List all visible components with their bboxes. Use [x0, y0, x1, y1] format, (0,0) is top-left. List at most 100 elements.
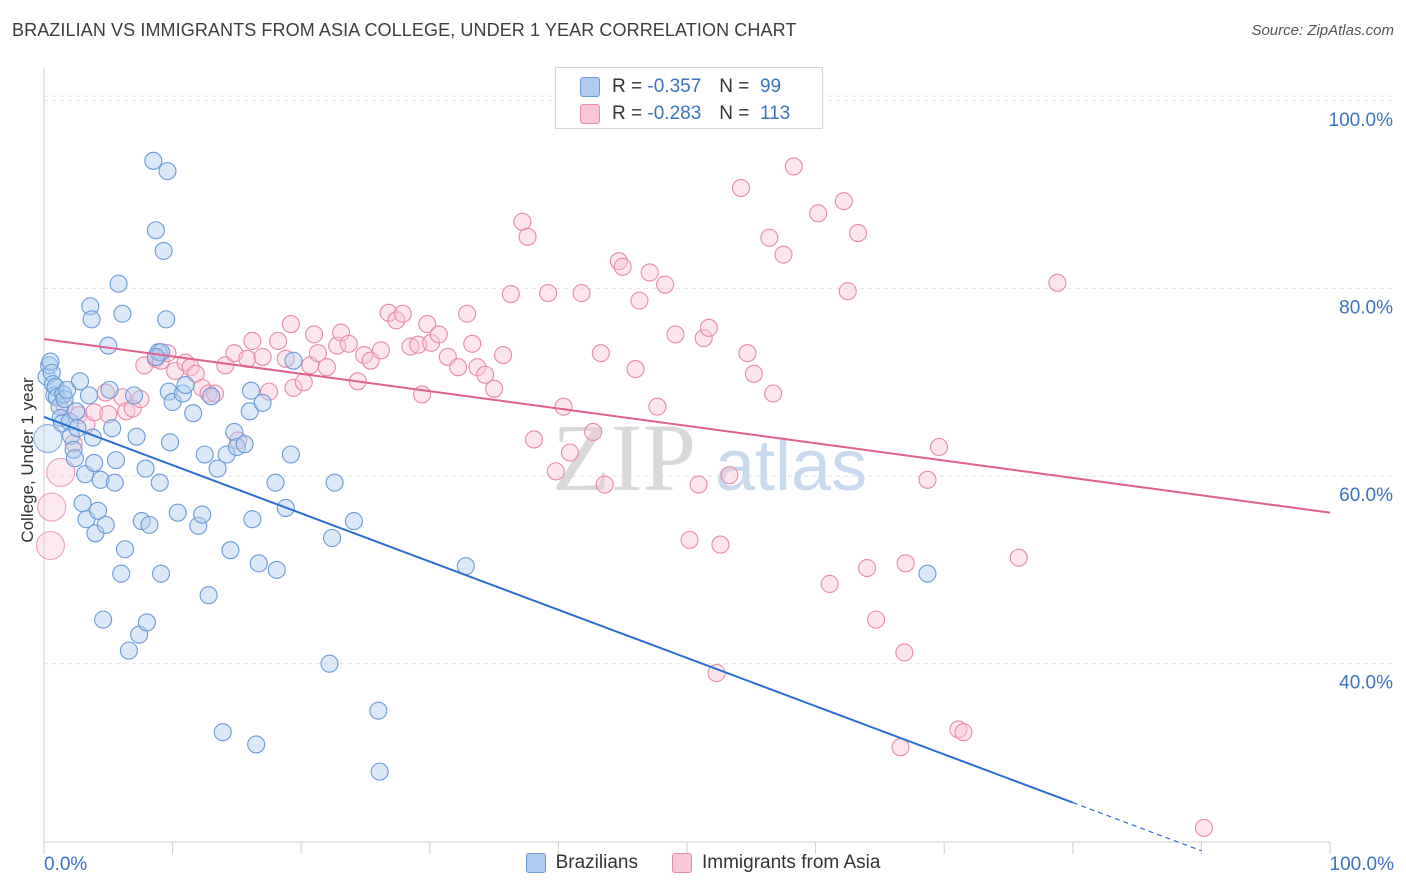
brazilians-point: [323, 528, 342, 548]
immigrants-point: [560, 443, 580, 462]
brazilians-point: [68, 419, 87, 438]
immigrants-point: [689, 475, 708, 494]
chart-title: BRAZILIAN VS IMMIGRANTS FROM ASIA COLLEG…: [12, 20, 797, 40]
immigrants-point: [539, 284, 558, 303]
tick-labels: 0.0% 100.0% 40.0% 60.0% 80.0% 100.0%: [44, 110, 1394, 875]
correlation-legend-row-brazilians: R = -0.357 N = 99: [580, 76, 781, 98]
immigrants-point: [731, 178, 751, 198]
brazilians-point: [94, 610, 113, 629]
immigrants-point: [954, 723, 973, 742]
brazilians-point: [344, 512, 363, 531]
correlation-legend-row-immigrants: R = -0.283 N = 113: [580, 103, 790, 125]
immigrants-point: [85, 403, 104, 422]
immigrants-point: [518, 227, 537, 246]
immigrants-point: [656, 275, 675, 294]
immigrants-point: [64, 434, 83, 453]
immigrants-point-large: [46, 457, 76, 487]
brazilians-point: [157, 310, 176, 329]
brazilians-point-large: [33, 423, 63, 454]
immigrants-point: [401, 337, 420, 356]
immigrants-point: [784, 157, 803, 176]
immigrants-point: [760, 228, 779, 247]
brazilians-point: [96, 515, 115, 534]
immigrants-point: [630, 291, 649, 310]
brazilians-point: [184, 404, 203, 423]
brazilians-swatch: [580, 77, 600, 97]
brazilians-point: [119, 641, 138, 660]
immigrants-legend-swatch: [671, 853, 692, 873]
immigrants-point: [711, 535, 730, 554]
immigrants-point: [305, 325, 324, 344]
immigrants-point: [744, 364, 763, 383]
immigrants-point: [595, 475, 614, 494]
immigrants-point: [809, 204, 828, 223]
brazilians-point: [193, 505, 212, 524]
immigrants-point: [626, 360, 645, 379]
n-label: N =: [719, 76, 750, 97]
brazilians-point: [146, 347, 165, 366]
brazilians-point: [195, 445, 214, 464]
immigrants-point: [554, 397, 573, 416]
legend-item-immigrants-from-asia[interactable]: Immigrants from Asia: [671, 852, 880, 874]
series-legend: Brazilians Immigrants from Asia: [0, 852, 1406, 874]
brazilians-point: [109, 274, 128, 293]
immigrants-point: [918, 470, 937, 489]
immigrants-point: [820, 574, 839, 594]
immigrants-point: [930, 437, 949, 457]
brazilians-point: [243, 510, 262, 529]
brazilians-point: [217, 445, 236, 464]
brazilians-point: [113, 304, 132, 323]
brazilians-point: [136, 459, 155, 478]
immigrants-point: [243, 331, 262, 351]
immigrants-point: [524, 430, 544, 449]
immigrants-point: [838, 282, 857, 301]
immigrants-point: [199, 384, 218, 403]
brazilians-point: [320, 654, 339, 673]
r-label: R =: [612, 76, 643, 97]
brazilians-point: [70, 372, 90, 391]
immigrants-trend-line: [43, 338, 1331, 514]
immigrants-point: [699, 318, 718, 337]
immigrants-point: [764, 384, 783, 403]
immigrants-point: [640, 263, 659, 282]
brazilians-point: [253, 393, 272, 412]
immigrants-point: [494, 345, 513, 365]
brazilians-point: [266, 473, 285, 492]
immigrants-point: [720, 466, 739, 485]
brazilians-point: [325, 473, 344, 492]
immigrants-point: [253, 347, 272, 366]
immigrants-point: [276, 349, 295, 368]
brazilians-point: [240, 402, 259, 421]
immigrants-point: [429, 325, 448, 344]
immigrants-point: [476, 365, 495, 384]
immigrants-point: [458, 304, 477, 323]
brazilians-point: [249, 554, 268, 573]
brazilians-point: [137, 613, 156, 632]
immigrants-point: [584, 422, 603, 442]
correlation-legend: R = -0.357 N = 99 R = -0.283 N = 113: [555, 67, 823, 129]
immigrants-point-large: [37, 492, 67, 522]
brazilians-point: [199, 586, 218, 605]
immigrants-point: [308, 344, 327, 363]
immigrants-point: [896, 554, 915, 573]
brazilians-point: [150, 473, 169, 492]
immigrants-point: [694, 329, 713, 348]
immigrants-point: [774, 245, 793, 264]
brazilians-point: [127, 427, 146, 446]
immigrants-point: [281, 315, 300, 334]
n-value-immigrants: 113: [759, 103, 791, 124]
immigrants-point: [895, 643, 914, 662]
brazilians-point: [168, 503, 187, 522]
brazilians-point: [67, 402, 86, 421]
watermark-zip: ZIP: [552, 404, 696, 511]
legend-item-brazilians[interactable]: Brazilians: [525, 852, 638, 874]
gridlines: [44, 95, 1394, 665]
immigrants-point: [738, 344, 757, 363]
brazilians-trend-line-extrapolated: [1072, 802, 1202, 852]
brazilians-point: [100, 380, 119, 399]
immigrants-point: [572, 284, 591, 303]
immigrants-point: [1009, 548, 1028, 567]
brazilians-point: [81, 297, 100, 316]
immigrants-point-large: [35, 530, 65, 561]
immigrants-point: [1048, 273, 1067, 292]
